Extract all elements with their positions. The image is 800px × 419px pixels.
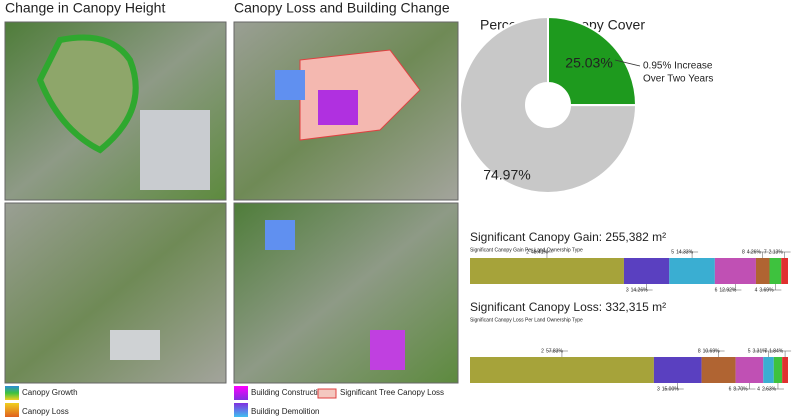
bar-segment — [763, 357, 774, 383]
annotation: Over Two Years — [643, 74, 713, 85]
chart-title: Significant Canopy Loss: 332,315 m² — [470, 300, 666, 314]
legend-label: Building Demolition — [251, 407, 319, 416]
pie-slice — [547, 15, 638, 107]
segment-name: 5 — [748, 348, 751, 354]
bar-segment — [669, 258, 715, 284]
segment-name: 5 — [671, 249, 674, 255]
segment-label: 3.69% — [759, 287, 774, 293]
bar-segment — [735, 357, 764, 383]
legend-label: Significant Tree Canopy Loss — [340, 388, 444, 397]
segment-label: 48.41% — [531, 249, 549, 255]
bar-segment — [782, 357, 788, 383]
panel-title: Change in Canopy Height — [5, 0, 165, 16]
segment-name: 4 — [755, 287, 758, 293]
segment-name: 2 — [526, 249, 529, 255]
panel-title: Canopy Loss and Building Change — [234, 0, 450, 16]
segment-label: 12.92% — [719, 287, 737, 293]
pie-slice — [459, 15, 638, 194]
bar-segment — [701, 357, 736, 383]
bar-segment — [470, 258, 624, 284]
demolition-area — [265, 220, 295, 250]
segment-name: 6 — [729, 386, 732, 392]
legend-swatch — [234, 386, 248, 400]
segment-label: 4.26% — [747, 249, 762, 255]
bar-segment — [714, 258, 756, 284]
segment-label: 14.33% — [676, 249, 694, 255]
bar-segment — [773, 357, 783, 383]
legend-swatch — [5, 403, 19, 417]
segment-label: 2.13% — [769, 249, 784, 255]
bar-segment — [653, 357, 702, 383]
building — [110, 330, 160, 360]
segment-name: 3 — [626, 287, 629, 293]
segment-name: 8 — [742, 249, 745, 255]
bar-segment — [755, 258, 770, 284]
segment-label: 3.31% — [753, 348, 768, 354]
legend-swatch — [5, 386, 19, 400]
bar-segment — [470, 357, 654, 383]
segment-name: 2 — [541, 348, 544, 354]
segment-name: 7 — [764, 348, 767, 354]
pie-label: 74.97% — [483, 167, 530, 183]
chart-title: Significant Canopy Gain: 255,382 m² — [470, 230, 666, 244]
segment-label: 1.84% — [769, 348, 784, 354]
building — [140, 110, 210, 190]
pie-label: 25.03% — [565, 55, 612, 71]
chart-subtitle: Significant Canopy Loss Per Land Ownersh… — [470, 317, 583, 323]
bar-segment — [769, 258, 782, 284]
segment-name: 3 — [657, 386, 660, 392]
segment-name: 7 — [764, 249, 767, 255]
segment-label: 57.83% — [546, 348, 564, 354]
bar-segment — [623, 258, 670, 284]
legend-label: Canopy Growth — [22, 388, 78, 397]
segment-label: 10.69% — [703, 348, 721, 354]
legend-label: Canopy Loss — [22, 407, 69, 416]
legend-swatch — [317, 388, 337, 399]
construction-area — [370, 330, 405, 370]
segment-label: 8.70% — [733, 386, 748, 392]
segment-label: 15.00% — [662, 386, 680, 392]
demolition-area — [275, 70, 305, 100]
park-outline — [36, 34, 139, 154]
segment-name: 4 — [757, 386, 760, 392]
bar-segment — [781, 258, 788, 284]
segment-label: 2.63% — [762, 386, 777, 392]
construction-area — [318, 90, 358, 125]
chart-subtitle: Significant Canopy Gain Per Land Ownersh… — [470, 247, 583, 253]
annotation: 0.95% Increase — [643, 61, 713, 72]
legend-label: Building Construction — [251, 388, 327, 397]
segment-name: 8 — [698, 348, 701, 354]
annotation-leader — [614, 59, 641, 67]
segment-name: 6 — [715, 287, 718, 293]
legend-swatch — [234, 403, 248, 417]
segment-label: 14.26% — [631, 287, 649, 293]
